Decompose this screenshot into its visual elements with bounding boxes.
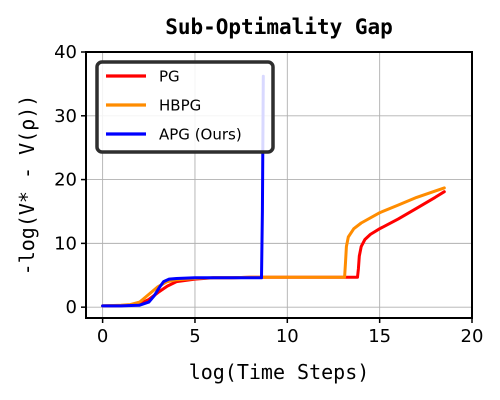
legend-label-apg-ours: APG (Ours) — [159, 126, 242, 144]
legend-box — [95, 60, 275, 154]
y-tick-label: 30 — [54, 106, 77, 127]
series-line-hbpg — [101, 186, 446, 308]
y-tick-label: 20 — [54, 170, 77, 191]
y-tick-label: 0 — [66, 297, 77, 318]
x-tick-label: 15 — [368, 326, 391, 347]
series-layer — [101, 74, 446, 308]
chart-title: Sub-Optimality Gap — [165, 15, 393, 39]
x-tick-label: 10 — [276, 326, 299, 347]
y-axis-label: -log(V* - V(ρ)) — [15, 95, 39, 276]
x-tick-label: 5 — [189, 326, 200, 347]
legend: PG HBPG APG (Ours) — [95, 60, 275, 154]
y-tick-label: 10 — [54, 233, 77, 254]
legend-label-pg: PG — [159, 68, 180, 86]
ticks: 0 5 10 15 20 0 10 20 30 40 — [54, 42, 483, 347]
plot-frame — [85, 51, 473, 319]
series-line-apg-ours — [101, 74, 265, 308]
x-tick-label: 20 — [461, 326, 484, 347]
y-tick-label: 40 — [54, 42, 77, 63]
legend-label-hbpg: HBPG — [159, 97, 201, 115]
x-tick-label: 0 — [97, 326, 108, 347]
x-axis-label: log(Time Steps) — [189, 360, 370, 384]
